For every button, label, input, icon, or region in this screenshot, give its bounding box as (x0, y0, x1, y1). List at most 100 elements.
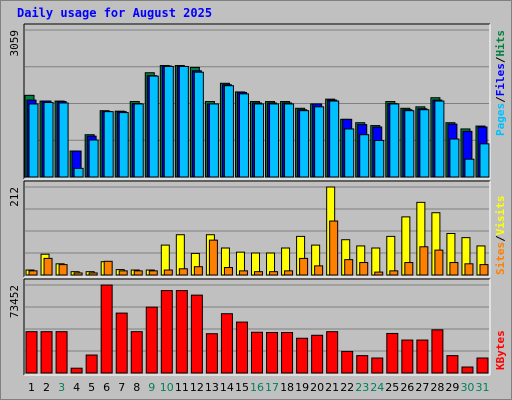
bar-pages-day-25 (389, 103, 400, 178)
x-tick-label-day-16: 16 (250, 381, 264, 394)
bar-kbytes-day-2 (40, 331, 53, 374)
x-tick-label-day-23: 23 (355, 381, 369, 394)
bar-pages-day-6 (103, 111, 114, 178)
bar-kbytes-day-28 (431, 329, 444, 374)
bar-sites-day-24 (374, 271, 384, 276)
bar-kbytes-day-10 (160, 290, 173, 374)
bar-sites-day-2 (43, 257, 53, 276)
bar-kbytes-day-17 (266, 332, 279, 374)
bar-kbytes-day-3 (55, 331, 68, 374)
legend-sites-visits-part-0: Sites (494, 242, 507, 275)
bar-pages-day-12 (193, 71, 204, 178)
bar-kbytes-day-22 (341, 350, 354, 374)
bar-sites-day-6 (103, 260, 113, 276)
x-tick-label-day-4: 4 (73, 381, 80, 394)
bar-pages-day-18 (284, 103, 295, 178)
bar-pages-day-3 (58, 102, 69, 178)
bar-pages-day-19 (299, 110, 310, 178)
panel-hits-files-pages-max-label: 3059 (8, 30, 21, 57)
x-tick-label-day-17: 17 (265, 381, 279, 394)
bar-kbytes-day-15 (235, 321, 248, 374)
bar-pages-day-30 (464, 158, 475, 178)
bar-kbytes-day-19 (296, 337, 309, 374)
bar-pages-day-9 (148, 75, 159, 178)
bar-sites-day-18 (284, 270, 294, 276)
bar-sites-day-15 (238, 270, 248, 276)
bar-pages-day-23 (359, 134, 370, 178)
x-tick-label-day-21: 21 (325, 381, 339, 394)
bar-pages-day-31 (479, 143, 490, 178)
x-tick-label-day-13: 13 (205, 381, 219, 394)
x-tick-label-day-8: 8 (133, 381, 140, 394)
x-tick-label-day-30: 30 (460, 381, 474, 394)
bar-visits-day-24 (371, 247, 381, 276)
bar-sites-day-22 (344, 259, 354, 276)
bar-sites-day-28 (434, 249, 444, 276)
bar-pages-day-15 (238, 93, 249, 178)
bar-kbytes-day-7 (115, 312, 128, 374)
bar-sites-day-5 (88, 272, 98, 276)
bar-pages-day-21 (329, 100, 340, 178)
bar-pages-day-5 (88, 139, 99, 178)
bar-kbytes-day-27 (416, 339, 429, 374)
bar-sites-day-8 (133, 270, 143, 276)
bar-pages-day-20 (314, 106, 325, 178)
bar-kbytes-day-20 (311, 334, 324, 374)
bar-pages-day-11 (178, 65, 189, 178)
bar-pages-day-26 (404, 110, 415, 178)
legend-pages-files-hits-part-1: / (494, 96, 507, 103)
x-tick-label-day-6: 6 (103, 381, 110, 394)
bar-sites-day-7 (118, 270, 128, 276)
bar-sites-day-4 (73, 272, 83, 276)
bar-kbytes-day-18 (281, 332, 294, 374)
bar-sites-day-16 (254, 271, 263, 276)
bar-sites-day-17 (269, 271, 279, 276)
x-tick-label-day-15: 15 (235, 381, 249, 394)
bar-kbytes-day-31 (476, 357, 489, 374)
bar-sites-day-19 (299, 257, 309, 276)
bar-sites-day-30 (464, 263, 474, 276)
bar-kbytes-day-12 (190, 294, 203, 374)
bar-sites-day-20 (314, 265, 324, 276)
x-tick-label-day-2: 2 (43, 381, 50, 394)
bar-sites-day-1 (28, 270, 38, 276)
bar-sites-day-10 (163, 269, 173, 276)
panel-kbytes-max-label: 73452 (8, 285, 21, 318)
bar-kbytes-day-13 (205, 333, 218, 374)
bar-pages-day-10 (163, 65, 174, 178)
legend-pages-files-hits-part-3: / (494, 56, 507, 63)
bar-pages-day-29 (449, 138, 460, 178)
x-tick-label-day-11: 11 (175, 381, 189, 394)
bar-sites-day-12 (193, 266, 203, 276)
bar-pages-day-17 (269, 103, 280, 178)
bar-pages-day-28 (434, 100, 445, 178)
bar-kbytes-day-16 (251, 331, 263, 374)
legend-kbytes: KBytes (494, 330, 507, 370)
legend-pages-files-hits: Pages/Files/Hits (494, 30, 507, 136)
bar-pages-day-2 (43, 102, 54, 178)
x-tick-label-day-18: 18 (280, 381, 294, 394)
x-tick-label-day-22: 22 (340, 381, 354, 394)
bar-sites-day-14 (223, 267, 233, 276)
x-tick-label-day-10: 10 (160, 381, 174, 394)
bar-kbytes-day-9 (145, 306, 158, 374)
bar-visits-day-25 (386, 235, 396, 276)
bar-kbytes-day-14 (220, 313, 233, 374)
x-tick-label-day-14: 14 (220, 381, 234, 394)
x-tick-label-day-26: 26 (400, 381, 414, 394)
chart-title: Daily usage for August 2025 (17, 6, 213, 20)
x-tick-label-day-1: 1 (28, 381, 35, 394)
bar-sites-day-26 (404, 262, 414, 276)
bar-sites-day-27 (419, 246, 429, 276)
bar-kbytes-day-1 (25, 331, 38, 374)
bar-pages-day-8 (133, 103, 144, 178)
x-tick-label-day-27: 27 (415, 381, 429, 394)
bar-kbytes-day-26 (401, 339, 414, 374)
bar-kbytes-day-21 (326, 331, 339, 374)
bar-kbytes-day-29 (446, 355, 459, 374)
x-tick-label-day-5: 5 (88, 381, 95, 394)
bar-kbytes-day-25 (386, 332, 399, 374)
bar-kbytes-day-30 (461, 366, 474, 374)
bar-sites-day-3 (58, 264, 68, 276)
